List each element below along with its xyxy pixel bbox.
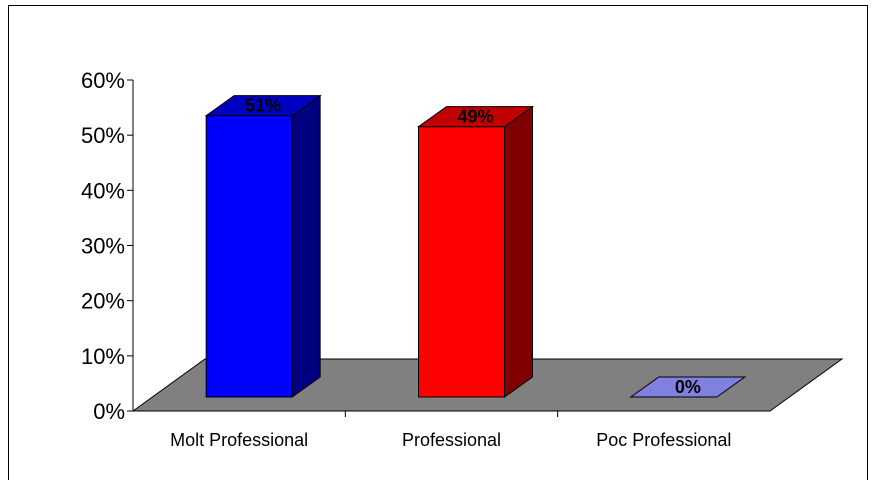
y-tick-label: 50% (81, 123, 125, 148)
bar-side (504, 105, 533, 398)
bar-side (291, 94, 321, 398)
bar-top (204, 95, 322, 117)
category-label: Professional (402, 430, 501, 450)
y-tick-label: 60% (81, 68, 125, 93)
y-tick-label: 0% (93, 399, 125, 424)
data-label: 51% (245, 96, 281, 116)
y-tick-label: 40% (81, 178, 125, 203)
chart-frame (8, 5, 868, 480)
y-tick-label: 30% (81, 234, 125, 259)
y-tick-label: 20% (81, 289, 125, 314)
bar-front (205, 115, 293, 398)
data-label: 0% (675, 377, 701, 397)
data-label: 49% (457, 107, 493, 127)
bar-front (418, 126, 505, 398)
category-label: Poc Professional (596, 430, 731, 450)
bar-top (416, 106, 535, 128)
category-label: Molt Professional (170, 430, 308, 450)
y-tick-label: 10% (81, 344, 125, 369)
bar-top (629, 376, 747, 398)
